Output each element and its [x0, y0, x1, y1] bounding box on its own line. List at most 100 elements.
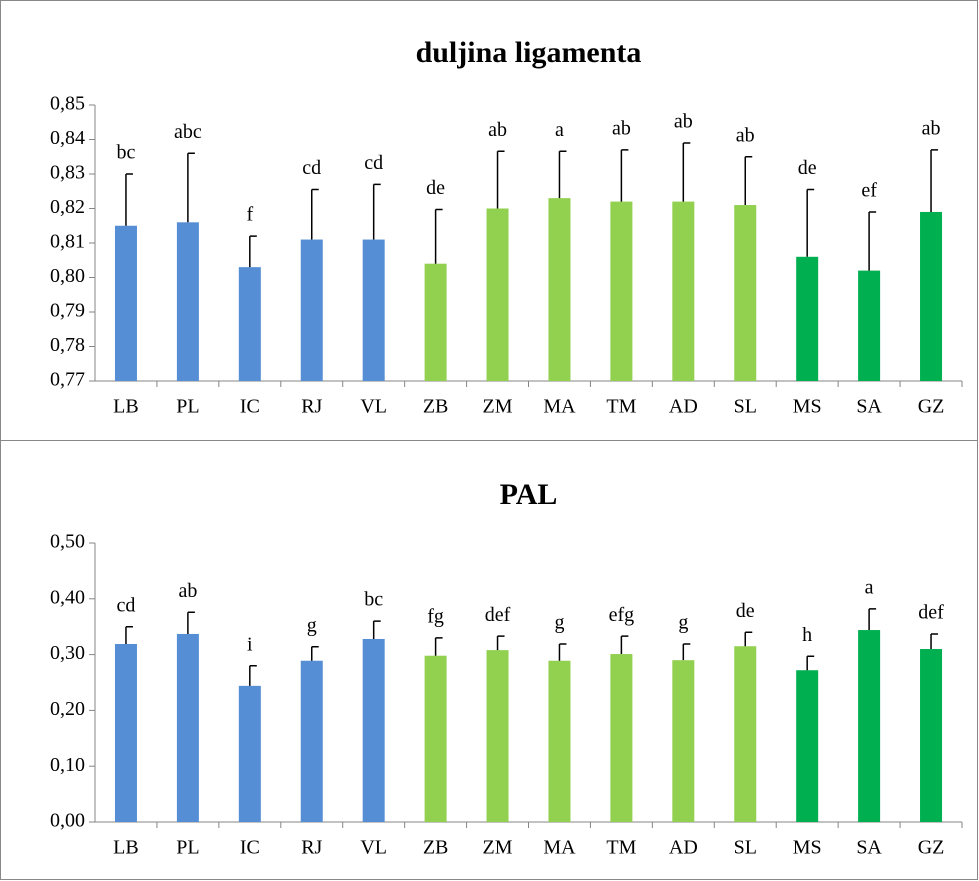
significance-letter: efg — [609, 604, 635, 626]
y-tick-label: 0,85 — [50, 93, 85, 115]
x-tick-label: ZM — [483, 837, 513, 859]
bar — [610, 654, 633, 822]
error-bar — [930, 633, 939, 650]
error-bar — [125, 173, 133, 226]
significance-letter: ab — [922, 117, 941, 139]
significance-letter: def — [485, 604, 511, 626]
significance-letter: ef — [861, 180, 877, 202]
y-tick-label: 0,50 — [50, 531, 85, 553]
panel-border — [0, 440, 978, 880]
bar — [548, 660, 571, 822]
significance-letter: ab — [612, 117, 631, 139]
significance-letter: cd — [117, 594, 136, 616]
bar — [672, 201, 695, 381]
x-tick-label: PL — [176, 396, 199, 418]
error-bar — [806, 655, 815, 671]
x-tick-label: SA — [856, 396, 882, 418]
bar — [486, 650, 509, 822]
significance-letter: bc — [117, 142, 136, 164]
error-bar — [249, 665, 257, 686]
significance-letter: i — [247, 633, 253, 655]
y-tick-label: 0,40 — [50, 586, 85, 608]
error-bar — [930, 149, 939, 212]
significance-letter: cd — [364, 152, 383, 174]
y-tick-label: 0,00 — [50, 810, 85, 832]
bar — [238, 267, 261, 381]
bar — [858, 270, 881, 381]
x-tick-label: LB — [113, 837, 139, 859]
significance-letter: fg — [427, 605, 444, 627]
y-tick-label: 0,81 — [50, 231, 85, 253]
x-tick-label: GZ — [918, 837, 945, 859]
significance-letter: ab — [488, 119, 507, 141]
error-bar — [496, 635, 505, 651]
error-bar — [496, 150, 505, 209]
y-tick-label: 0,78 — [50, 334, 85, 356]
x-tick-label: SL — [734, 396, 757, 418]
error-bar — [682, 142, 691, 202]
x-tick-label: AD — [669, 837, 698, 859]
bar — [114, 643, 137, 822]
bar — [858, 630, 881, 822]
significance-letter: de — [736, 600, 755, 622]
significance-letter: g — [678, 612, 688, 634]
error-bar — [434, 208, 443, 264]
bar — [176, 222, 199, 381]
chart-title: duljina ligamenta — [416, 36, 642, 69]
y-tick-label: 0,79 — [50, 300, 85, 322]
significance-letter: f — [246, 204, 253, 226]
x-tick-label: LB — [113, 396, 139, 418]
x-tick-label: RJ — [301, 396, 322, 418]
x-tick-label: VL — [360, 837, 387, 859]
significance-letter: de — [798, 157, 817, 179]
bar — [362, 638, 385, 822]
x-tick-label: TM — [606, 837, 636, 859]
significance-letter: a — [555, 119, 564, 141]
bar — [796, 256, 819, 381]
x-tick-label: ZM — [483, 396, 513, 418]
x-tick-label: IC — [240, 396, 260, 418]
bar — [734, 646, 757, 822]
x-tick-label: VL — [360, 396, 387, 418]
x-tick-label: ZB — [423, 396, 449, 418]
error-bar — [311, 188, 319, 240]
y-tick-label: 0,77 — [50, 369, 85, 391]
error-bar — [249, 235, 257, 268]
error-bar — [372, 183, 381, 240]
significance-letter: ab — [736, 124, 755, 146]
bar — [548, 198, 571, 381]
y-tick-label: 0,83 — [50, 162, 85, 184]
x-tick-label: PL — [176, 837, 199, 859]
x-tick-label: IC — [240, 837, 260, 859]
error-bar — [187, 611, 195, 634]
bar — [734, 205, 757, 381]
bar — [920, 649, 943, 822]
error-bar — [620, 635, 629, 655]
error-bar — [187, 152, 195, 223]
bar — [114, 225, 137, 381]
error-bar — [620, 149, 629, 202]
error-bar — [744, 631, 753, 647]
significance-letter: a — [865, 576, 874, 598]
error-bar — [744, 156, 753, 206]
x-tick-label: AD — [669, 396, 698, 418]
error-bar — [125, 625, 133, 644]
bar — [672, 660, 695, 822]
y-tick-label: 0,84 — [50, 127, 85, 149]
bar — [796, 670, 819, 822]
bar — [424, 263, 447, 381]
significance-letter: def — [918, 602, 944, 624]
significance-letter: h — [802, 624, 812, 646]
error-bar — [434, 637, 443, 656]
chart-title: PAL — [500, 478, 558, 511]
error-bar — [806, 188, 815, 257]
x-tick-label: SA — [856, 837, 882, 859]
x-tick-label: ZB — [423, 837, 449, 859]
significance-letter: ab — [674, 111, 693, 133]
significance-letter: g — [554, 612, 564, 634]
y-tick-label: 0,10 — [50, 754, 85, 776]
significance-letter: de — [426, 177, 445, 199]
significance-letter: bc — [364, 589, 383, 611]
bar — [362, 239, 385, 381]
